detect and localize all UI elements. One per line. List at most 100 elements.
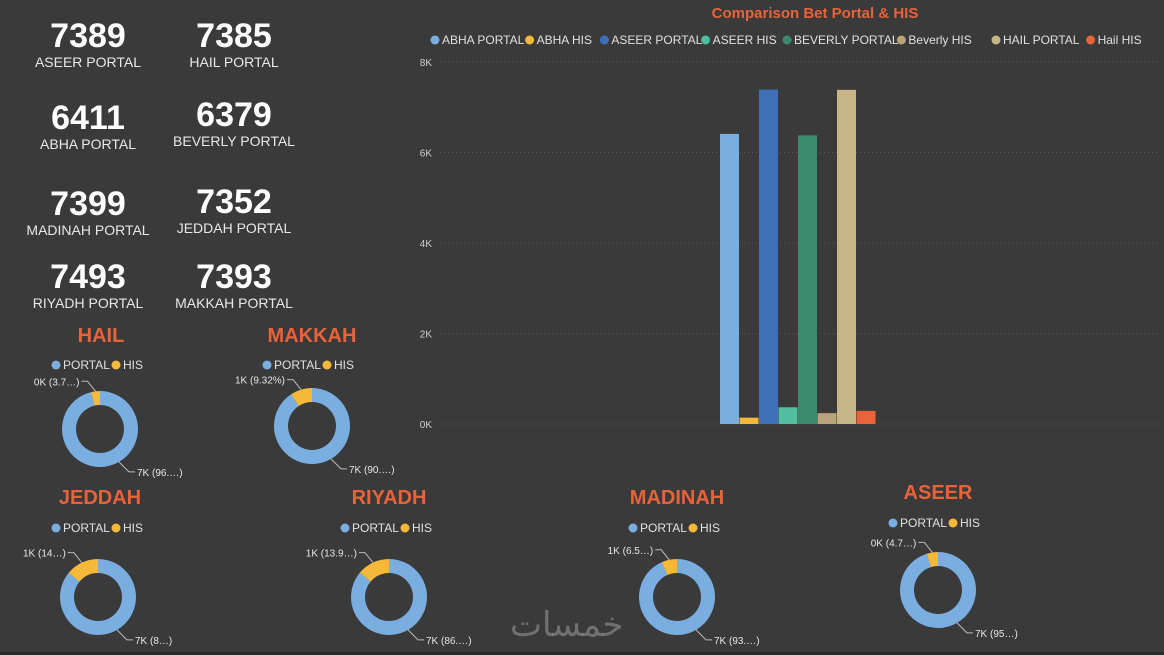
bar-aseer-portal (759, 89, 778, 424)
legend-marker (262, 360, 272, 370)
kpi-label: MADINAH PORTAL (26, 222, 150, 238)
donut-slice-his (661, 559, 677, 576)
donut-slice-his (68, 559, 98, 582)
legend-marker (111, 523, 121, 533)
legend-label: HAIL PORTAL (1003, 33, 1080, 47)
chart-title: Comparison Bet Portal & HIS (712, 5, 919, 22)
legend-label: PORTAL (63, 358, 110, 372)
data-label-his: 0K (3.7…) (34, 377, 80, 388)
legend-item: HAIL PORTAL (991, 33, 1080, 47)
kpi-jeddah-portal: 7352 JEDDAH PORTAL (164, 184, 304, 236)
donut-title: HAIL (78, 325, 125, 347)
legend-label: ABHA PORTAL (442, 33, 525, 47)
donut-slice-portal (61, 391, 138, 467)
legend-item-his: HIS (322, 358, 354, 372)
y-tick-label: 0K (420, 420, 433, 431)
legend-item-his: HIS (111, 521, 143, 535)
donut-slice-portal (60, 559, 136, 635)
legend-item-his: HIS (688, 521, 720, 535)
kpi-makkah-portal: 7393 MAKKAH PORTAL (164, 259, 304, 311)
kpi-value: 7393 (196, 258, 272, 296)
data-label-portal: 7K (95…) (975, 629, 1018, 640)
legend-item-portal: PORTAL (262, 358, 321, 372)
legend-label: ASEER PORTAL (611, 33, 702, 47)
data-label-his: 1K (9.32%) (235, 376, 285, 387)
donut-slice-his (91, 391, 100, 406)
donut-slice-portal (274, 388, 350, 464)
legend-label: HIS (700, 521, 720, 535)
legend-marker (430, 35, 440, 45)
y-tick-label: 2K (420, 330, 433, 341)
leader-line (655, 549, 670, 561)
legend-label: HIS (960, 516, 980, 530)
donut-title: JEDDAH (59, 487, 141, 509)
legend-item-his: HIS (400, 521, 432, 535)
legend-label: ABHA HIS (537, 33, 592, 47)
kpi-label: ABHA PORTAL (40, 136, 136, 152)
data-label-portal: 7K (96.…) (137, 468, 183, 479)
y-tick-label: 4K (420, 239, 433, 250)
bar-aseer-his (778, 407, 798, 424)
kpi-value: 7399 (50, 185, 126, 223)
donut-title: MAKKAH (268, 325, 357, 347)
leader-line (918, 541, 933, 553)
kpi-label: HAIL PORTAL (189, 54, 279, 70)
legend-marker (51, 360, 61, 370)
legend-marker (599, 35, 609, 45)
leader-line (330, 458, 347, 470)
donut-slice-portal (639, 559, 715, 635)
donut-title: MADINAH (630, 487, 724, 509)
leader-line (287, 379, 302, 390)
donut-chart-aseer: ASEER PORTAL HIS 0K (4.7…) 7K (95…) (871, 482, 1018, 640)
legend-marker (888, 518, 898, 528)
legend-item: ASEER PORTAL (599, 33, 703, 47)
legend-label: BEVERLY PORTAL (794, 33, 899, 47)
legend-marker (782, 35, 792, 45)
legend-item-portal: PORTAL (51, 521, 110, 535)
donut-chart-jeddah: JEDDAH PORTAL HIS 1K (14…) 7K (8…) (23, 487, 172, 647)
legend-marker (948, 518, 958, 528)
kpi-label: BEVERLY PORTAL (173, 133, 295, 149)
leader-line (358, 552, 374, 563)
data-label-his: 1K (13.9…) (306, 549, 357, 560)
kpi-value: 6411 (51, 99, 125, 137)
leader-line (118, 461, 135, 473)
legend-marker (1086, 35, 1096, 45)
legend-item: Beverly HIS (896, 33, 972, 47)
legend-item-portal: PORTAL (340, 521, 399, 535)
donut-chart-hail: HAIL PORTAL HIS 0K (3.7…) 7K (96.…) (34, 325, 183, 479)
bottom-divider (0, 652, 1164, 655)
legend-item-portal: PORTAL (888, 516, 947, 530)
kpi-value: 6379 (196, 96, 272, 134)
donut-title: RIYADH (352, 487, 427, 509)
y-tick-label: 6K (420, 149, 433, 160)
legend-marker (991, 35, 1001, 45)
legend-label: PORTAL (900, 516, 947, 530)
legend-marker (525, 35, 535, 45)
bar-abha-portal (720, 133, 739, 424)
kpi-value: 7352 (196, 183, 272, 221)
kpi-value: 7389 (50, 17, 126, 55)
legend-marker (628, 523, 638, 533)
leader-line (67, 552, 83, 563)
legend-item-his: HIS (948, 516, 980, 530)
data-label-portal: 7K (86.…) (426, 636, 472, 647)
donut-chart-riyadh: RIYADH PORTAL HIS 1K (13.9…) 7K (86.…) (306, 487, 472, 647)
data-label-portal: 7K (8…) (135, 636, 172, 647)
donut-title: ASEER (904, 482, 973, 504)
legend-item-his: HIS (111, 358, 143, 372)
legend-marker (340, 523, 350, 533)
donut-slice-his (359, 559, 389, 582)
legend-label: PORTAL (352, 521, 399, 535)
legend-label: PORTAL (640, 521, 687, 535)
legend-label: PORTAL (63, 521, 110, 535)
kpi-label: ASEER PORTAL (34, 54, 142, 70)
kpi-value: 7385 (196, 17, 272, 55)
kpi-value: 7493 (50, 258, 126, 296)
legend-label: Beverly HIS (908, 33, 971, 47)
bar-hail-his (856, 410, 876, 424)
legend-item: BEVERLY PORTAL (782, 33, 899, 47)
kpi-label: JEDDAH PORTAL (176, 220, 292, 236)
legend-label: HIS (123, 358, 143, 372)
bar-beverly-portal (798, 135, 817, 424)
